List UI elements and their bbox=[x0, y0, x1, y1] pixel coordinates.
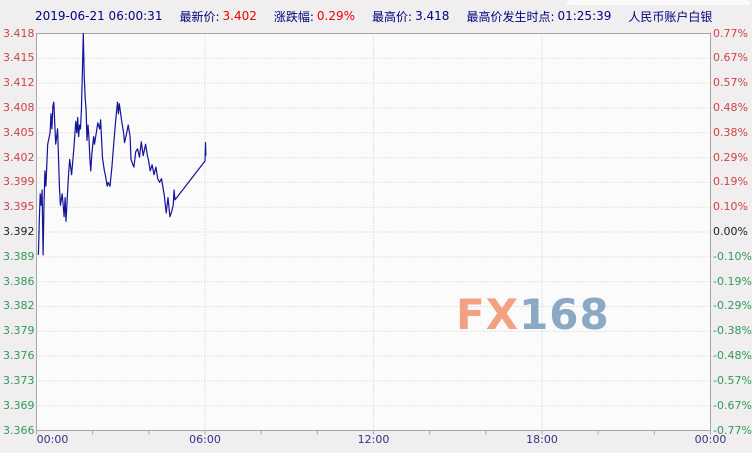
x-axis-time-label: 00:00 bbox=[36, 433, 69, 446]
high-time-label: 最高价发生时点: bbox=[466, 9, 555, 24]
y-axis-percent-label: -0.29% bbox=[713, 299, 752, 313]
y-axis-price-label: 3.369 bbox=[3, 398, 35, 412]
price-line bbox=[37, 32, 207, 256]
y-axis-price-label: 3.373 bbox=[3, 373, 35, 387]
y-axis-price-label: 3.382 bbox=[3, 299, 35, 313]
y-axis-percent-label: -0.10% bbox=[713, 249, 752, 263]
y-axis-percent-label: 0.38% bbox=[713, 125, 748, 139]
y-axis-percent-label: 0.19% bbox=[713, 175, 748, 189]
y-axis-price-label: 3.412 bbox=[3, 76, 35, 90]
y-axis-percent-label: -0.57% bbox=[713, 373, 752, 387]
x-axis-time-label: 06:00 bbox=[189, 433, 221, 446]
latest-price-label: 最新价: bbox=[179, 9, 220, 24]
change-percent-value: 0.29% bbox=[316, 9, 356, 23]
y-axis-price-label: 3.379 bbox=[3, 324, 35, 338]
high-price-field: 最高价: 3.418 bbox=[372, 8, 449, 25]
y-axis-percent-label: 0.77% bbox=[713, 26, 748, 40]
high-price-label: 最高价: bbox=[372, 9, 413, 24]
y-axis-price-label: 3.389 bbox=[3, 249, 35, 263]
high-time-value: 01:25:39 bbox=[557, 9, 612, 23]
x-axis-time-label: 12:00 bbox=[357, 433, 390, 446]
fx168-watermark: FX168 bbox=[456, 294, 610, 336]
y-axis-percent-label: -0.48% bbox=[713, 349, 752, 363]
instrument-name: 人民币账户白银 bbox=[628, 9, 713, 24]
y-axis-percent-label: -0.38% bbox=[713, 324, 752, 338]
latest-price-value: 3.402 bbox=[222, 9, 257, 23]
y-axis-percent-label: -0.67% bbox=[713, 398, 752, 412]
y-axis-price-label: 3.415 bbox=[3, 51, 35, 65]
y-axis-percent-label: 0.48% bbox=[713, 100, 748, 114]
y-axis-percent-label: 0.29% bbox=[713, 150, 748, 164]
y-axis-price-label: 3.376 bbox=[3, 349, 35, 363]
change-percent-label: 涨跌幅: bbox=[273, 9, 314, 24]
y-axis-price-label: 3.418 bbox=[3, 26, 35, 40]
y-axis-percent-label: 0.57% bbox=[713, 76, 748, 90]
chart-header: 2019-06-21 06:00:31 最新价: 3.402 涨跌幅: 0.29… bbox=[35, 7, 729, 25]
y-axis-price-label: 3.408 bbox=[3, 100, 35, 114]
latest-price-field: 最新价: 3.402 bbox=[179, 8, 256, 25]
y-axis-price-label: 3.366 bbox=[3, 423, 35, 437]
y-axis-percent-label: 0.67% bbox=[713, 51, 748, 65]
y-axis-percent-label: -0.19% bbox=[713, 274, 752, 288]
y-axis-price-label: 3.405 bbox=[3, 125, 35, 139]
y-axis-percent-label: -0.77% bbox=[713, 423, 752, 437]
x-axis-time-label: 18:00 bbox=[526, 433, 558, 446]
x-axis-time-label: 00:00 bbox=[694, 433, 727, 446]
y-axis-price-label: 3.395 bbox=[3, 200, 35, 214]
change-percent-field: 涨跌幅: 0.29% bbox=[274, 8, 355, 25]
watermark-fx: FX bbox=[456, 290, 520, 339]
watermark-num: 168 bbox=[519, 290, 610, 339]
high-price-value: 3.418 bbox=[415, 9, 450, 23]
y-axis-price-label: 3.402 bbox=[3, 150, 35, 164]
y-axis-percent-label: 0.00% bbox=[713, 225, 748, 238]
top-right-highlight bbox=[566, 0, 750, 5]
y-axis-price-label: 3.399 bbox=[3, 175, 35, 189]
header-datetime: 2019-06-21 06:00:31 bbox=[35, 9, 163, 23]
y-axis-price-label: 3.386 bbox=[3, 274, 35, 288]
y-axis-percent-label: 0.10% bbox=[713, 200, 748, 214]
high-time-field: 最高价发生时点: 01:25:39 bbox=[466, 8, 611, 25]
y-axis-price-label: 3.392 bbox=[3, 225, 35, 238]
